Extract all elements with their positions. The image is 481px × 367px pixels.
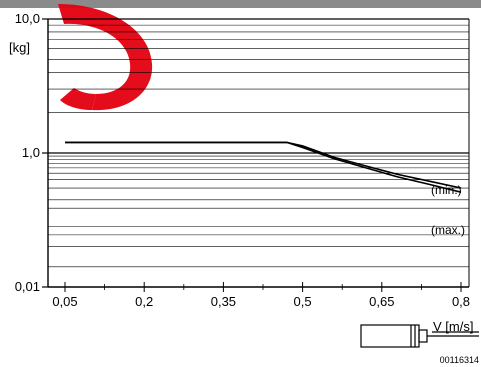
x-tick-label: 0,35 (211, 294, 236, 309)
cylinder-body (360, 324, 420, 348)
y-tick-label: 1,0 (22, 145, 40, 160)
x-axis-label: V [m/s] (433, 319, 473, 334)
y-tick-label: 0,01 (15, 279, 40, 294)
x-axis-ticks: 0,05 0,2 0,35 0,5 0,65 0,8 (52, 282, 470, 309)
watermark-swoosh (58, 4, 153, 111)
x-tick-label: 0,2 (135, 294, 153, 309)
series-line-min (65, 141, 462, 189)
cylinder-icon (360, 324, 479, 348)
x-tick-label: 0,5 (294, 294, 312, 309)
cylinder-end-cap (418, 329, 428, 343)
watermark-logo (58, 4, 153, 111)
series-labels: (min.) (max.) (431, 183, 465, 237)
series-label-min: (min.) (431, 183, 462, 197)
grid (48, 18, 469, 268)
series-line-max (65, 141, 462, 193)
y-tick-label: 10,0 (15, 11, 40, 26)
y-axis-label: [kg] (9, 40, 30, 55)
figure-id: 00116314 (440, 355, 479, 365)
top-band (0, 0, 481, 8)
x-tick-label: 0,65 (369, 294, 394, 309)
x-tick-label: 0,8 (452, 294, 470, 309)
x-tick-label: 0,05 (52, 294, 77, 309)
series-lines (65, 141, 462, 193)
series-label-max: (max.) (431, 223, 465, 237)
watermark-swoosh-lower (60, 88, 96, 110)
y-axis-ticks: 10,0 1,0 0,01 (15, 11, 48, 294)
